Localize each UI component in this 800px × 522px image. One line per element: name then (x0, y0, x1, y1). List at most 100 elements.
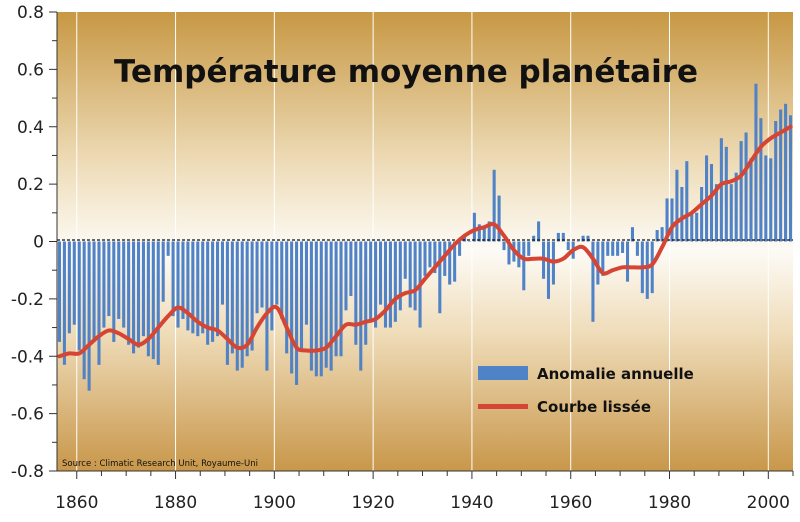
bar-1962 (581, 235, 585, 242)
bar-1979 (665, 198, 669, 242)
bar-1883 (191, 241, 195, 334)
bar-1968 (611, 241, 615, 256)
bar-1916 (354, 241, 358, 345)
bar-1903 (290, 241, 294, 374)
bar-1896 (255, 241, 259, 314)
bar-1913 (339, 241, 343, 357)
bar-1868 (117, 241, 121, 319)
bar-1893 (240, 241, 244, 368)
bar-1919 (369, 241, 373, 322)
bar-1938 (462, 235, 467, 242)
bar-1907 (309, 241, 313, 371)
bar-1882 (186, 241, 190, 331)
x-tick-label: 1880 (154, 493, 197, 513)
bar-1986 (700, 186, 704, 242)
bar-1860 (77, 241, 81, 351)
bar-1864 (97, 241, 101, 365)
bar-2004 (789, 115, 793, 242)
legend-swatch-line (478, 404, 528, 409)
bar-1872 (136, 241, 141, 348)
bar-1886 (206, 241, 210, 345)
bar-1993 (734, 172, 738, 242)
bar-2003 (784, 103, 788, 242)
bar-1985 (695, 212, 699, 242)
bar-1877 (161, 241, 165, 302)
bar-1983 (685, 161, 689, 242)
bar-1867 (112, 241, 116, 342)
bar-1862 (87, 241, 91, 391)
y-tick-label: 0.6 (17, 60, 44, 80)
bar-1856 (57, 241, 61, 342)
bar-1930 (423, 241, 427, 276)
x-tick-label: 1960 (549, 493, 592, 513)
y-tick-label: -0.4 (11, 347, 44, 367)
bar-1958 (561, 232, 565, 242)
bar-1976 (650, 241, 654, 294)
bar-1870 (127, 241, 131, 345)
x-tick-label: 1980 (648, 493, 691, 513)
bar-1942 (482, 227, 486, 242)
bar-1928 (413, 241, 417, 311)
bar-1945 (497, 195, 501, 242)
bar-1892 (235, 241, 239, 371)
bar-1902 (285, 241, 289, 354)
bar-1923 (388, 241, 392, 328)
bar-1955 (546, 241, 551, 299)
bar-1926 (403, 241, 407, 279)
bar-1863 (92, 241, 96, 342)
bar-1961 (576, 241, 580, 242)
bar-1975 (645, 241, 649, 299)
bar-1988 (709, 164, 714, 242)
bar-1998 (759, 118, 763, 242)
bar-1885 (201, 241, 205, 334)
x-tick-label: 1900 (253, 493, 296, 513)
bar-1875 (151, 241, 155, 360)
bar-1977 (655, 230, 659, 242)
bar-1880 (176, 241, 180, 328)
bar-1932 (433, 241, 437, 274)
bar-1914 (344, 241, 348, 311)
bar-1888 (216, 241, 220, 337)
bar-1967 (606, 241, 610, 256)
bar-1973 (635, 241, 639, 256)
bar-1947 (507, 241, 511, 265)
bar-1900 (275, 241, 279, 305)
x-tick-label: 1940 (450, 493, 493, 513)
bar-1918 (364, 241, 368, 345)
bar-1905 (299, 241, 304, 351)
bar-1978 (660, 227, 664, 242)
bar-1933 (438, 241, 442, 314)
legend-label-line: Courbe lissée (537, 398, 651, 416)
chart-title: Température moyenne planétaire (114, 54, 698, 90)
bar-1884 (196, 241, 200, 337)
bar-1990 (719, 138, 723, 242)
bar-1943 (487, 221, 491, 242)
smoothed-curve (57, 124, 793, 359)
bar-1881 (181, 241, 185, 319)
bar-1890 (225, 241, 229, 365)
annual-anomaly-bars (57, 83, 793, 391)
bar-1866 (107, 241, 111, 317)
bar-1951 (527, 241, 531, 256)
bar-1950 (522, 241, 526, 291)
bar-1997 (754, 83, 758, 242)
bar-1859 (72, 241, 76, 325)
bar-1901 (280, 241, 284, 319)
bar-1941 (477, 224, 481, 242)
bar-1952 (532, 235, 536, 242)
bar-1966 (601, 241, 605, 276)
bar-1906 (304, 241, 308, 325)
legend-label-bars: Anomalie annuelle (537, 365, 694, 383)
bar-1874 (146, 241, 150, 357)
vertical-gridlines (76, 12, 769, 471)
bar-1957 (556, 232, 560, 242)
bar-1912 (334, 241, 338, 357)
x-tick-label: 2000 (747, 493, 790, 513)
source-note: Source : Climatic Research Unit, Royaume… (62, 459, 258, 469)
bar-1991 (724, 146, 728, 242)
bar-2002 (779, 109, 783, 242)
bar-1876 (156, 241, 160, 365)
bar-1939 (467, 241, 471, 242)
bar-1924 (393, 241, 397, 322)
